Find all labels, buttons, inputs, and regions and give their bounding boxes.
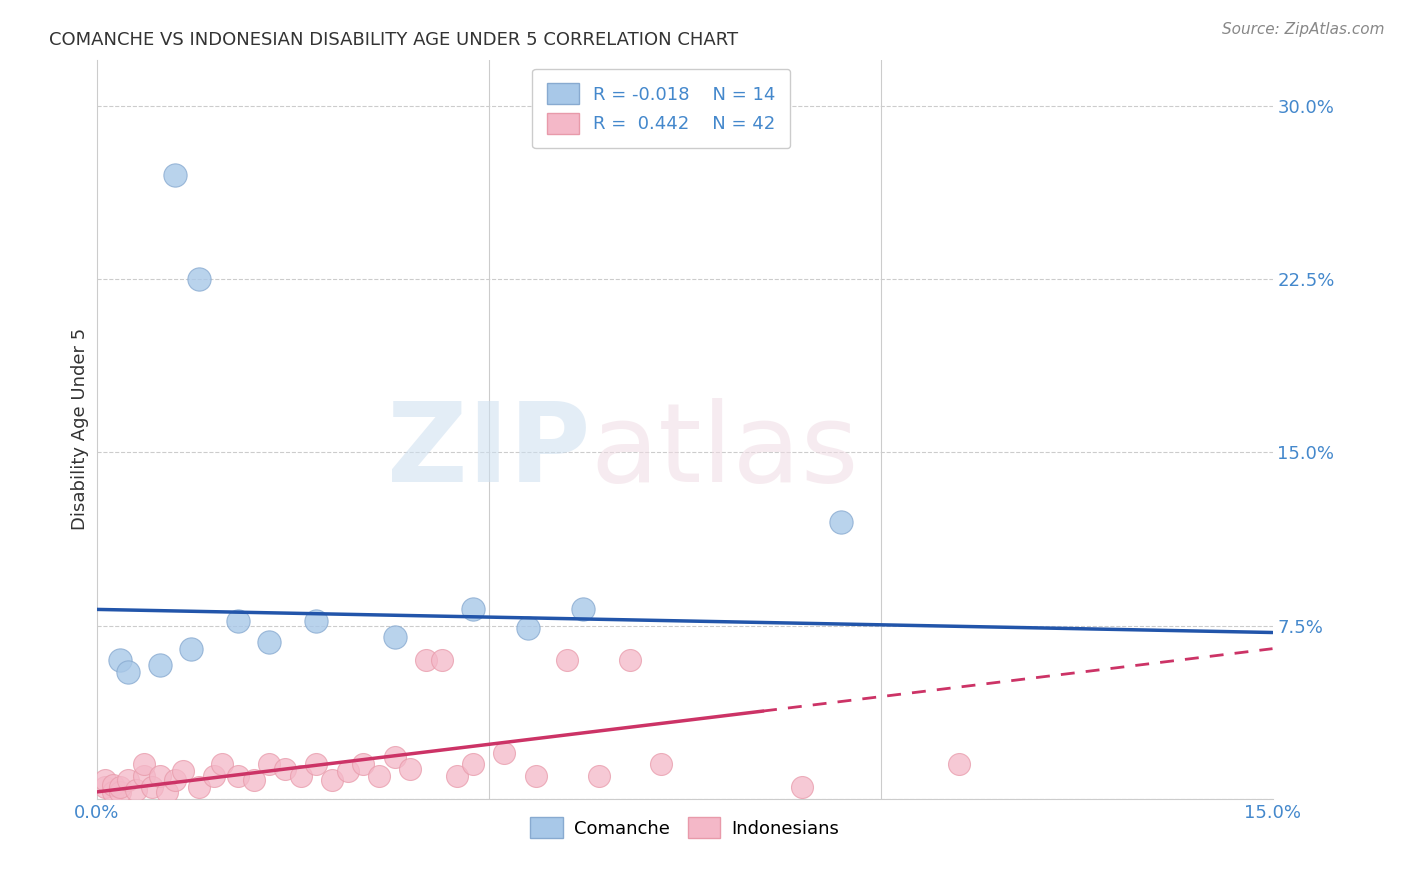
Point xyxy=(555,653,578,667)
Point xyxy=(165,168,187,182)
Point xyxy=(430,653,453,667)
Point xyxy=(274,762,297,776)
Point xyxy=(572,602,595,616)
Point xyxy=(117,665,139,679)
Point xyxy=(156,785,179,799)
Point xyxy=(117,773,139,788)
Point xyxy=(149,769,172,783)
Point xyxy=(446,769,468,783)
Point xyxy=(368,769,391,783)
Point xyxy=(211,757,233,772)
Point xyxy=(226,614,249,628)
Point xyxy=(494,746,516,760)
Point xyxy=(242,773,264,788)
Text: Source: ZipAtlas.com: Source: ZipAtlas.com xyxy=(1222,22,1385,37)
Point xyxy=(352,757,374,772)
Point xyxy=(321,773,343,788)
Point xyxy=(132,769,155,783)
Point xyxy=(415,653,437,667)
Point xyxy=(93,780,115,795)
Point xyxy=(336,764,359,778)
Point xyxy=(101,778,124,792)
Point xyxy=(110,780,132,795)
Point xyxy=(259,757,281,772)
Point xyxy=(187,272,209,286)
Point xyxy=(204,769,226,783)
Point xyxy=(226,769,249,783)
Point xyxy=(524,769,547,783)
Point xyxy=(290,769,312,783)
Point xyxy=(132,757,155,772)
Point xyxy=(948,757,970,772)
Point xyxy=(305,757,328,772)
Point xyxy=(399,762,422,776)
Text: COMANCHE VS INDONESIAN DISABILITY AGE UNDER 5 CORRELATION CHART: COMANCHE VS INDONESIAN DISABILITY AGE UN… xyxy=(49,31,738,49)
Text: ZIP: ZIP xyxy=(387,398,591,505)
Point xyxy=(259,634,281,648)
Point xyxy=(93,773,115,788)
Point xyxy=(650,757,672,772)
Point xyxy=(461,602,484,616)
Point xyxy=(461,757,484,772)
Point xyxy=(180,641,202,656)
Point xyxy=(384,750,406,764)
Legend: Comanche, Indonesians: Comanche, Indonesians xyxy=(523,810,846,846)
Point xyxy=(110,785,132,799)
Point xyxy=(187,780,209,795)
Point xyxy=(125,782,148,797)
Point xyxy=(305,614,328,628)
Point xyxy=(110,653,132,667)
Point xyxy=(172,764,194,778)
Point xyxy=(517,621,540,635)
Point xyxy=(830,515,852,529)
Point xyxy=(384,630,406,644)
Text: atlas: atlas xyxy=(591,398,859,505)
Point xyxy=(141,780,163,795)
Point xyxy=(165,773,187,788)
Point xyxy=(792,780,814,795)
Point xyxy=(101,785,124,799)
Y-axis label: Disability Age Under 5: Disability Age Under 5 xyxy=(72,328,89,531)
Point xyxy=(588,769,610,783)
Point xyxy=(619,653,641,667)
Point xyxy=(149,657,172,672)
